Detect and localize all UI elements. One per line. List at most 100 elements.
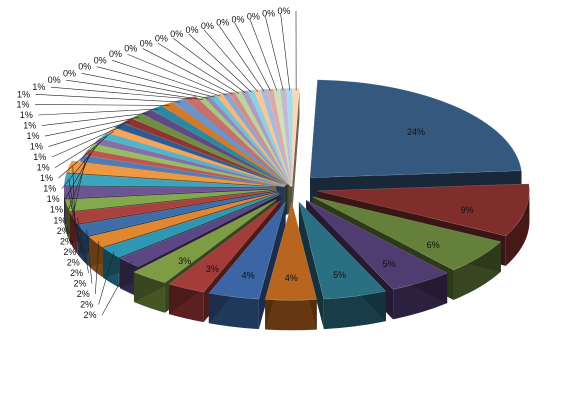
data-label: 1% [27, 131, 40, 141]
leader-line [64, 147, 95, 200]
leader-line [50, 86, 192, 100]
leader-line [81, 73, 209, 99]
leader-line [66, 79, 203, 100]
leader-line [234, 22, 271, 91]
pie-slice [119, 193, 281, 268]
data-label: 0% [63, 68, 76, 78]
data-label: 2% [57, 226, 70, 236]
leader-line [249, 19, 278, 91]
leader-line [127, 53, 227, 96]
data-label: 2% [70, 268, 83, 278]
leader-line [112, 59, 221, 97]
data-label: 5% [383, 259, 396, 269]
leader-line [96, 66, 215, 98]
leader-line [54, 131, 114, 168]
data-label: 0% [48, 75, 61, 85]
leader-line [58, 136, 107, 179]
pie-slice-face [292, 88, 300, 217]
data-label: 1% [17, 89, 30, 99]
leader-line [98, 251, 115, 305]
pie-slice [65, 189, 277, 212]
leader-line [41, 112, 149, 126]
data-label: 1% [32, 82, 45, 92]
pie-slice [273, 88, 293, 187]
leader-line [35, 104, 170, 106]
data-label: 0% [94, 55, 107, 65]
data-label: 0% [170, 29, 183, 39]
data-label: 0% [262, 9, 275, 19]
leader-line [72, 166, 76, 231]
pie-slice [266, 88, 292, 187]
data-label: 4% [242, 270, 255, 280]
data-labels: 24%9%6%5%5%4%4%3%3%2%2%2%2%2%2%2%2%2%1%1… [17, 6, 474, 320]
data-label: 0% [140, 38, 153, 48]
data-label: 2% [60, 236, 73, 246]
data-label: 1% [37, 163, 50, 173]
pie-slice [240, 90, 292, 187]
leader-line [38, 108, 159, 116]
leader-line [48, 121, 131, 147]
pie-slice [298, 200, 387, 300]
data-label: 3% [178, 256, 191, 266]
leader-line [35, 93, 181, 103]
pie-slice [264, 201, 318, 301]
pie-slice [317, 183, 530, 237]
pie-slice [208, 201, 286, 300]
pie-slice [63, 186, 277, 199]
data-label: 0% [78, 62, 91, 72]
pie-slice [171, 98, 289, 185]
pie-slice [168, 200, 281, 293]
data-label: 0% [109, 49, 122, 59]
pie-slice [305, 199, 448, 290]
data-label: 0% [277, 6, 290, 16]
data-label: 0% [155, 33, 168, 43]
pie-slice [291, 88, 300, 187]
data-label: 1% [23, 121, 36, 131]
leader-line [203, 29, 258, 92]
leader-line [280, 13, 291, 91]
data-label: 2% [67, 257, 80, 267]
pie-slice-tops [63, 79, 530, 301]
data-label: 0% [186, 25, 199, 35]
data-label: 0% [216, 18, 229, 28]
data-label: 0% [247, 12, 260, 22]
pie-slice [312, 196, 502, 271]
data-label: 1% [50, 205, 63, 215]
data-label: 2% [80, 299, 93, 309]
data-label: 24% [407, 127, 425, 137]
data-label: 1% [43, 184, 56, 194]
data-label: 3% [206, 264, 219, 274]
pie-slice [83, 149, 285, 187]
leader-lines [35, 10, 297, 316]
pie-slice [259, 88, 292, 187]
leader-line [76, 217, 89, 273]
pie-slice [69, 190, 277, 225]
data-label: 1% [53, 215, 66, 225]
leader-line [265, 16, 284, 91]
data-label: 4% [285, 273, 298, 283]
pie-slice [227, 91, 292, 187]
leader-line [219, 25, 265, 92]
data-label: 0% [124, 44, 137, 54]
data-label: 2% [83, 310, 96, 320]
data-label: 6% [427, 240, 440, 250]
data-label: 0% [232, 14, 245, 24]
data-label: 2% [73, 278, 86, 288]
pie-slice [77, 191, 278, 236]
data-label: 1% [20, 110, 33, 120]
leader-line [45, 116, 140, 137]
pie-slice [121, 117, 287, 186]
data-label: 1% [33, 152, 46, 162]
leader-line [51, 126, 122, 158]
leader-line [101, 261, 133, 316]
leader-line [61, 141, 101, 189]
leader-line [95, 240, 100, 294]
pie-slice-side [265, 299, 317, 331]
data-label: 1% [40, 173, 53, 183]
data-label: 1% [47, 194, 60, 204]
pie-slice [234, 90, 292, 187]
pie-slice [133, 199, 277, 284]
leader-line [188, 33, 252, 93]
pie-slice [63, 173, 277, 188]
